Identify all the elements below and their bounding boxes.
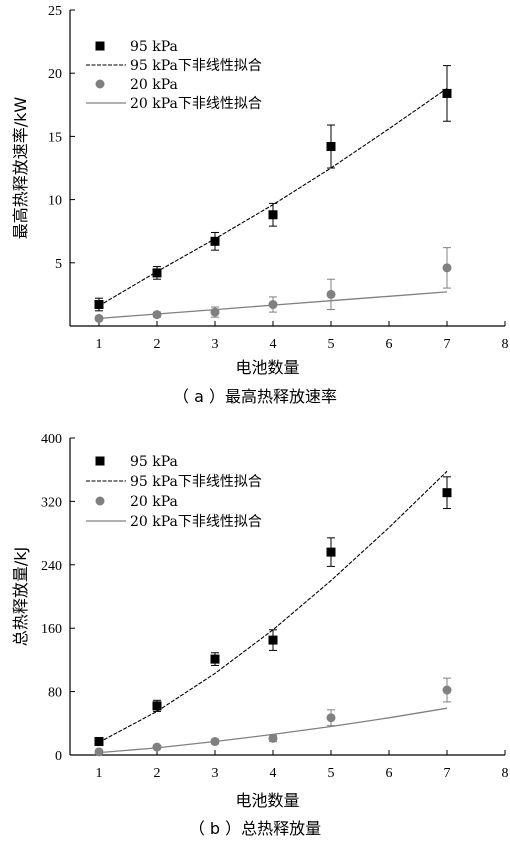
- data-point: [268, 733, 278, 743]
- data-point: [152, 701, 162, 711]
- x-tick-label: 6: [386, 337, 393, 352]
- x-tick-label: 8: [502, 337, 509, 352]
- y-tick-label: 25: [48, 4, 62, 19]
- x-axis-label: 电池数量: [235, 791, 299, 810]
- data-point: [326, 142, 336, 152]
- y-tick-label: 5: [55, 257, 62, 272]
- y-tick-label: 20: [48, 67, 62, 82]
- legend-label: 20 kPa下非线性拟合: [130, 514, 262, 530]
- data-point: [94, 747, 104, 757]
- fit-line: [98, 87, 448, 307]
- x-tick-label: 3: [212, 337, 219, 352]
- x-tick-label: 5: [328, 337, 335, 352]
- y-axis-label: 最高热释放速率/kW: [11, 97, 30, 240]
- y-tick-label: 0: [55, 749, 62, 764]
- legend-label: 95 kPa: [130, 39, 178, 55]
- x-tick-label: 8: [502, 766, 509, 781]
- legend-marker: [95, 456, 105, 466]
- x-tick-label: 1: [96, 766, 103, 781]
- legend-label: 20 kPa: [130, 77, 178, 93]
- y-tick-label: 320: [41, 495, 62, 510]
- x-tick-label: 3: [212, 766, 219, 781]
- x-tick-label: 5: [328, 766, 335, 781]
- y-tick-label: 80: [48, 686, 62, 701]
- legend-marker: [95, 41, 105, 51]
- data-point: [210, 654, 220, 664]
- data-point: [442, 263, 452, 273]
- data-point: [268, 635, 278, 645]
- x-tick-label: 7: [444, 766, 451, 781]
- legend-label: 95 kPa下非线性拟合: [130, 474, 262, 490]
- data-point: [94, 313, 104, 323]
- y-tick-label: 160: [41, 622, 62, 637]
- data-point: [326, 713, 336, 723]
- fit-line: [98, 470, 448, 743]
- legend-label: 20 kPa: [130, 494, 178, 510]
- x-tick-label: 4: [270, 766, 277, 781]
- data-point: [152, 742, 162, 752]
- fit-line: [98, 707, 448, 754]
- data-point: [268, 210, 278, 220]
- data-point: [442, 88, 452, 98]
- y-tick-label: 15: [48, 130, 62, 145]
- legend-label: 95 kPa: [130, 454, 178, 470]
- x-tick-label: 7: [444, 337, 451, 352]
- data-point: [326, 547, 336, 557]
- fit-line: [98, 291, 448, 320]
- chart-caption: （ b ）总热释放量: [189, 819, 321, 838]
- data-point: [152, 268, 162, 278]
- y-tick-label: 240: [41, 559, 62, 574]
- y-tick-label: 10: [48, 194, 62, 209]
- x-tick-label: 2: [154, 766, 161, 781]
- data-point: [94, 737, 104, 747]
- legend-marker: [95, 79, 105, 89]
- data-point: [442, 685, 452, 695]
- data-point: [210, 236, 220, 246]
- x-tick-label: 1: [96, 337, 103, 352]
- data-point: [442, 488, 452, 498]
- x-tick-label: 6: [386, 766, 393, 781]
- legend-label: 20 kPa下非线性拟合: [130, 96, 262, 112]
- data-point: [94, 300, 104, 310]
- y-axis-label: 总热释放量/kJ: [11, 547, 30, 646]
- x-axis-label: 电池数量: [235, 358, 299, 377]
- x-tick-label: 2: [154, 337, 161, 352]
- y-tick-label: 400: [41, 432, 62, 447]
- chart-caption: （ a ）最高热释放速率: [173, 387, 337, 406]
- chart-a: 1 2 3 4 5 6 7 8 5 10 15 20 25 电池数量 最高热释放速率/kW （ a ）最高热释…: [11, 4, 509, 406]
- data-point: [326, 289, 336, 299]
- legend-marker: [95, 496, 105, 506]
- x-tick-label: 4: [270, 337, 277, 352]
- legend-label: 95 kPa下非线性拟合: [130, 58, 262, 74]
